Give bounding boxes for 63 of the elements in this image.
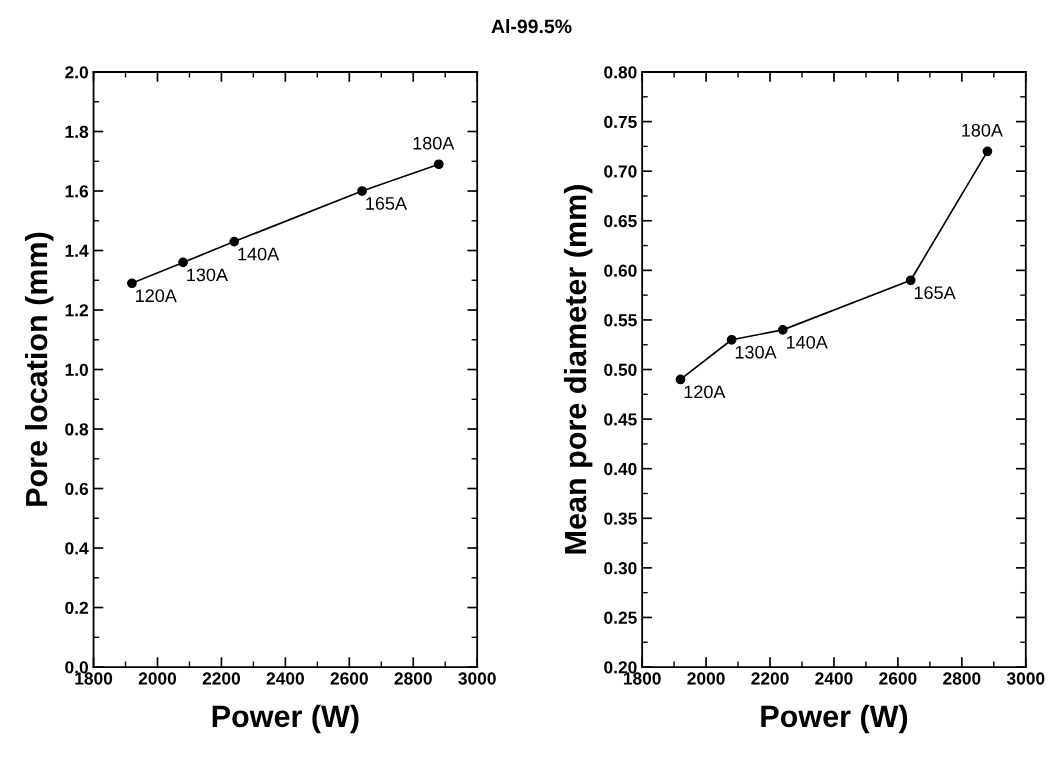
y-tick-label: 0.2 [65, 601, 88, 614]
point [982, 146, 993, 157]
y-tick-label: 0.8 [65, 423, 89, 436]
point [675, 374, 686, 385]
x-tick-label: 3000 [458, 672, 496, 685]
x-tick-label: 2000 [138, 672, 177, 685]
x-axis-title: Power (W) [761, 704, 908, 734]
y-axis-title: Pore location (mm) [24, 232, 54, 506]
x-tick-label: 1800 [623, 672, 661, 685]
y-tick-label: 2.0 [65, 66, 88, 79]
annotation: 120A [136, 289, 177, 303]
y-tick-label: 0.50 [604, 363, 637, 376]
point [905, 275, 916, 286]
x-tick-label: 2800 [394, 672, 432, 685]
text: Al-99.5% [491, 18, 572, 34]
annotation: 165A [366, 197, 407, 210]
y-tick-label: 0.55 [604, 314, 637, 327]
y-tick-label: 1.2 [65, 304, 88, 317]
point [178, 257, 188, 268]
point [127, 278, 137, 289]
x-tick-label: 2000 [687, 672, 725, 685]
x-tick-label: 2200 [751, 672, 789, 685]
point [777, 324, 788, 335]
y-tick-label: 0.40 [604, 462, 637, 476]
annotation: 180A [413, 136, 455, 150]
y-tick-label: 0.35 [604, 512, 637, 525]
y-tick-label: 1.6 [65, 185, 89, 198]
x-axis-title: Power (W) [212, 704, 359, 734]
y-tick-label: 0.45 [604, 413, 637, 426]
y-axis-title: Mean pore diameter (mm) [563, 185, 593, 554]
x-tick-label: 2600 [330, 672, 368, 685]
y-tick-label: 0.0 [65, 661, 88, 674]
y-tick-label: 0.6 [65, 482, 89, 495]
annotation: 130A [735, 345, 777, 359]
point [229, 236, 240, 247]
y-tick-label: 0.30 [604, 562, 637, 575]
y-tick-label: 1.8 [65, 125, 89, 138]
y-tick-label: 0.75 [604, 115, 637, 129]
x-tick-label: 2600 [879, 672, 917, 685]
annotation: 140A [786, 335, 828, 349]
y-tick-label: 1.4 [65, 244, 89, 257]
annotation: 165A [914, 286, 956, 300]
point [433, 159, 444, 170]
x-tick-label: 3000 [1006, 672, 1045, 685]
annotation: 180A [962, 123, 1003, 137]
x-tick-label: 2200 [202, 672, 241, 685]
y-tick-label: 0.65 [604, 214, 637, 228]
y-tick-label: 0.70 [604, 165, 637, 178]
x-tick-label: 2800 [943, 672, 981, 685]
y-tick-label: 0.25 [604, 611, 637, 624]
x-tick-label: 2400 [266, 672, 304, 685]
y-tick-label: 0.60 [604, 264, 637, 277]
point [726, 334, 737, 345]
y-tick-label: 0.80 [604, 66, 637, 79]
y-tick-label: 1.0 [65, 363, 88, 376]
y-tick-label: 0.20 [604, 661, 637, 674]
x-tick-label: 2400 [815, 672, 853, 685]
annotation: 120A [684, 385, 726, 399]
annotation: 140A [238, 247, 280, 261]
annotation: 130A [187, 268, 228, 282]
y-tick-label: 0.4 [65, 542, 89, 555]
x-tick-label: 1800 [75, 672, 113, 685]
point [357, 186, 367, 196]
